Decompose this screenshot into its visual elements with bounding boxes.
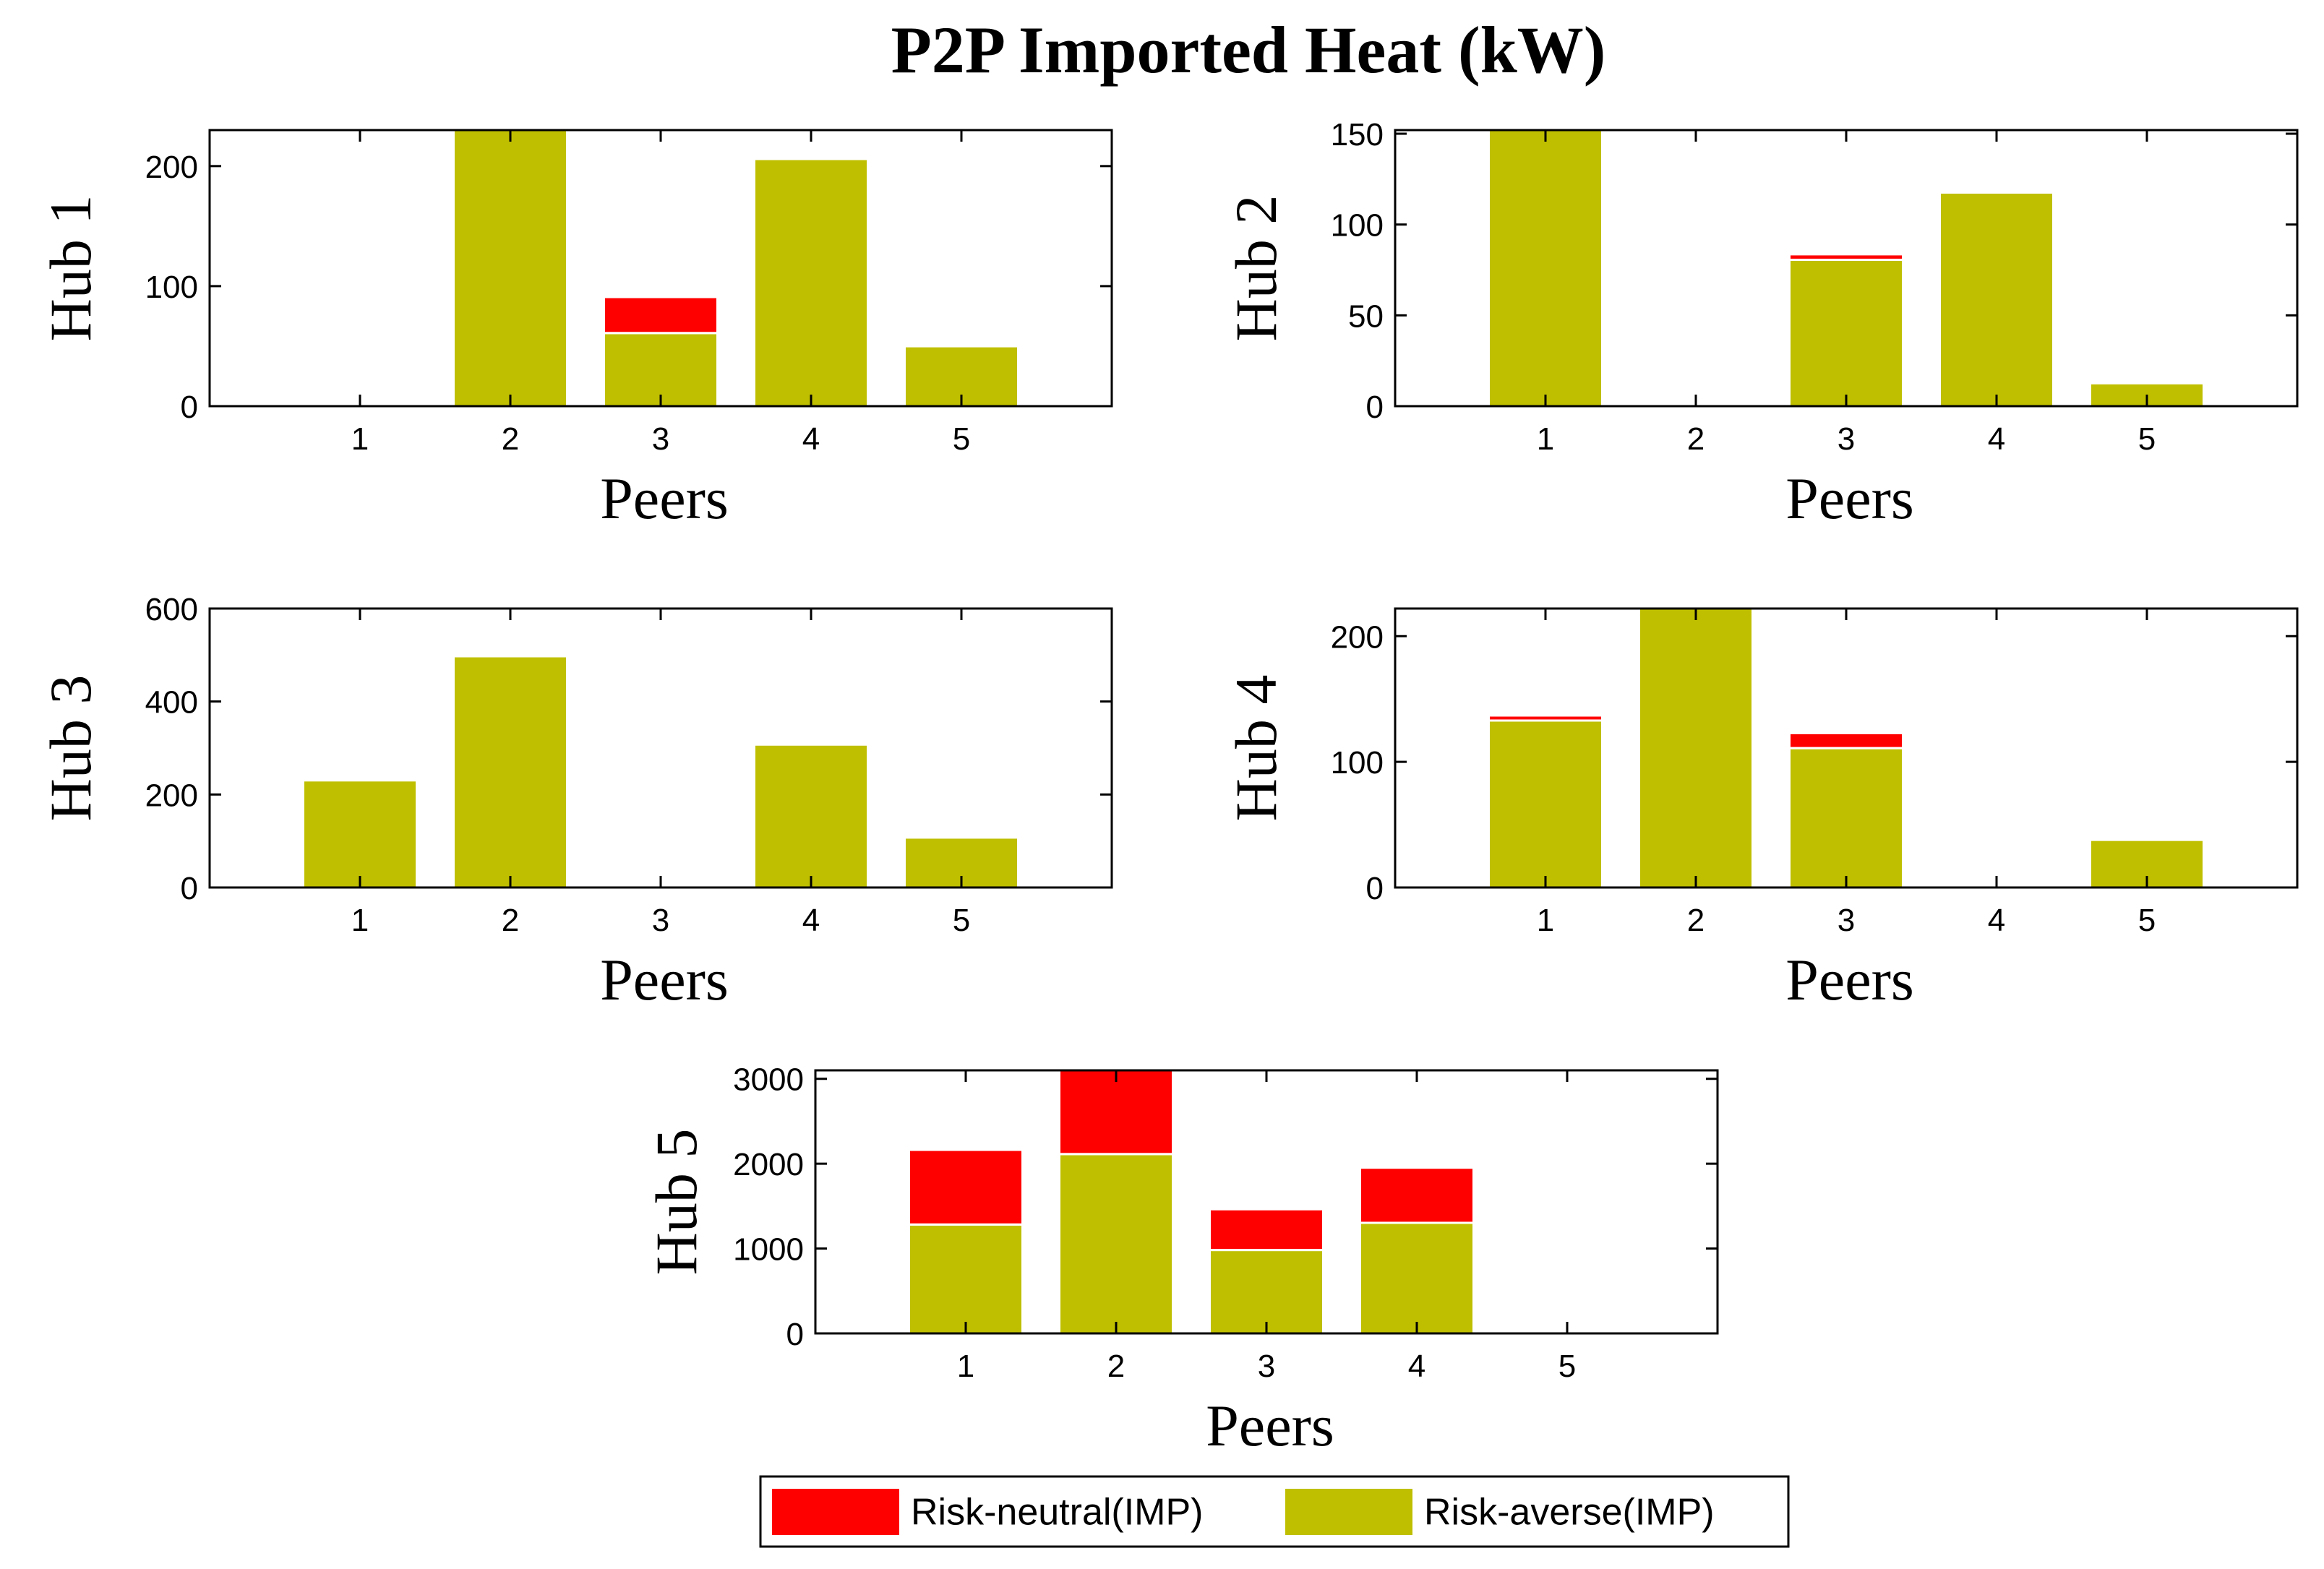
hub-5-bar-risk-neutral-peer-1 bbox=[910, 1151, 1021, 1224]
hub-1-xtick-label-5: 5 bbox=[953, 421, 970, 457]
hub-5-xtick-label-1: 1 bbox=[957, 1349, 974, 1384]
hub-4-bar-risk-averse-peer-1 bbox=[1490, 721, 1601, 887]
hub-3-ytick-label-600: 600 bbox=[145, 592, 198, 627]
hub-3-xtick-label-5: 5 bbox=[953, 903, 970, 938]
hub-1-bar-risk-averse-peer-3 bbox=[605, 334, 716, 406]
legend-swatch-risk-neutral bbox=[772, 1489, 899, 1535]
hub-3-subplot: 0 200 400 600 1 2 3 4 5 Peers Hub 3 bbox=[38, 592, 1113, 1013]
hub-5-xtick-label-3: 3 bbox=[1258, 1349, 1275, 1384]
hub-5-bar-risk-averse-peer-2 bbox=[1060, 1155, 1172, 1333]
hub-4-subplot: 0 100 200 1 2 3 4 5 Peers Hub 4 bbox=[1223, 607, 2299, 1013]
figure-title: P2P Imported Heat (kW) bbox=[891, 13, 1606, 87]
hub-4-ytick-label-200: 200 bbox=[1331, 619, 1384, 655]
hub-2-xtick-label-2: 2 bbox=[1687, 421, 1705, 457]
hub-3-xlabel: Peers bbox=[600, 947, 729, 1013]
hub-4-ytick-label-0: 0 bbox=[1366, 871, 1384, 906]
hub-3-bar-risk-averse-peer-4 bbox=[755, 745, 867, 887]
hub-2-bar-risk-averse-peer-4 bbox=[1941, 193, 2052, 406]
hub-4-ytick-label-100: 100 bbox=[1331, 745, 1384, 781]
hub-3-ytick-label-0: 0 bbox=[181, 871, 198, 906]
hub-5-ytick-label-1000: 1000 bbox=[733, 1232, 804, 1268]
hub-3-xtick-label-2: 2 bbox=[502, 903, 519, 938]
hub-4-xlabel: Peers bbox=[1785, 947, 1914, 1013]
hub-5-bar-risk-neutral-peer-2 bbox=[1060, 1070, 1172, 1153]
legend-label-risk-averse: Risk-averse(IMP) bbox=[1424, 1492, 1715, 1534]
hub-2-bar-risk-averse-peer-3 bbox=[1791, 260, 1902, 406]
hub-1-ytick-label-100: 100 bbox=[145, 270, 198, 305]
hub-5-bar-risk-averse-peer-4 bbox=[1361, 1224, 1472, 1333]
hub-4-bar-risk-neutral-peer-3 bbox=[1791, 734, 1902, 747]
hub-2-xtick-label-4: 4 bbox=[1988, 421, 2005, 457]
hub-4-bar-risk-averse-peer-2 bbox=[1640, 609, 1751, 887]
hub-3-xtick-label-4: 4 bbox=[802, 903, 820, 938]
hub-3-bar-risk-averse-peer-2 bbox=[455, 657, 566, 887]
hub-3-xtick-label-3: 3 bbox=[652, 903, 669, 938]
hub-2-subplot: 0 50 100 150 1 2 3 4 5 Peers Hub 2 bbox=[1223, 117, 2299, 531]
hub-4-xtick-label-2: 2 bbox=[1687, 903, 1705, 938]
hub-1-bar-risk-averse-peer-4 bbox=[755, 160, 867, 407]
hub-5-ylabel: Hub 5 bbox=[643, 1129, 709, 1276]
hub-3-ylabel: Hub 3 bbox=[38, 675, 103, 822]
hub-1-ytick-label-0: 0 bbox=[181, 390, 198, 425]
legend-label-risk-neutral: Risk-neutral(IMP) bbox=[911, 1492, 1204, 1534]
hub-4-xtick-label-4: 4 bbox=[1988, 903, 2005, 938]
hub-4-xtick-label-3: 3 bbox=[1838, 903, 1855, 938]
hub-4-bar-risk-neutral-peer-1 bbox=[1490, 716, 1601, 720]
hub-1-ytick-label-200: 200 bbox=[145, 150, 198, 185]
legend-box bbox=[759, 1475, 1790, 1548]
hub-4-xtick-label-1: 1 bbox=[1537, 903, 1554, 938]
hub-2-ylabel: Hub 2 bbox=[1223, 195, 1289, 342]
hub-5-bar-risk-neutral-peer-4 bbox=[1361, 1169, 1472, 1222]
hub-2-bar-risk-averse-peer-1 bbox=[1490, 130, 1601, 406]
hub-3-ytick-label-400: 400 bbox=[145, 685, 198, 721]
hub-5-xtick-label-2: 2 bbox=[1107, 1349, 1125, 1384]
hub-4-xtick-label-5: 5 bbox=[2138, 903, 2156, 938]
hub-4-bar-risk-averse-peer-3 bbox=[1791, 749, 1902, 887]
hub-5-bar-risk-neutral-peer-3 bbox=[1211, 1210, 1322, 1250]
hub-5-ytick-label-2000: 2000 bbox=[733, 1147, 804, 1182]
hub-5-xlabel: Peers bbox=[1206, 1393, 1334, 1458]
hub-2-ytick-label-50: 50 bbox=[1348, 298, 1384, 334]
hub-3-bar-risk-averse-peer-1 bbox=[304, 781, 416, 887]
legend-swatch-risk-averse bbox=[1285, 1489, 1412, 1535]
legend: Risk-neutral(IMP) Risk-averse(IMP) bbox=[759, 1475, 1790, 1548]
hub-5-xtick-label-5: 5 bbox=[1558, 1349, 1576, 1384]
hub-1-bar-risk-neutral-peer-3 bbox=[605, 298, 716, 332]
hub-3-ytick-label-200: 200 bbox=[145, 778, 198, 813]
hub-1-subplot: 0 100 200 1 2 3 4 5 Peers Hub 1 bbox=[38, 129, 1113, 531]
hub-5-subplot: 0 1000 2000 3000 1 2 3 4 5 Peers Hub 5 bbox=[643, 1062, 1719, 1458]
hub-1-xtick-label-2: 2 bbox=[502, 421, 519, 457]
hub-2-xtick-label-5: 5 bbox=[2138, 421, 2156, 457]
hub-2-ytick-label-100: 100 bbox=[1331, 208, 1384, 244]
hub-3-xtick-label-1: 1 bbox=[351, 903, 369, 938]
hub-1-xlabel: Peers bbox=[600, 465, 729, 531]
hub-5-xtick-label-4: 4 bbox=[1408, 1349, 1425, 1384]
hub-1-xtick-label-1: 1 bbox=[351, 421, 369, 457]
hub-1-bar-risk-averse-peer-2 bbox=[455, 130, 566, 406]
hub-1-xtick-label-4: 4 bbox=[802, 421, 820, 457]
hub-5-bar-risk-averse-peer-3 bbox=[1211, 1251, 1322, 1333]
hub-4-ylabel: Hub 4 bbox=[1223, 675, 1289, 822]
hub-2-bar-risk-neutral-peer-3 bbox=[1791, 255, 1902, 259]
hub-1-ylabel: Hub 1 bbox=[38, 195, 103, 342]
hub-5-ytick-label-0: 0 bbox=[786, 1317, 804, 1352]
hub-2-xtick-label-1: 1 bbox=[1537, 421, 1554, 457]
hub-5-bar-risk-averse-peer-1 bbox=[910, 1225, 1021, 1333]
hub-5-ytick-label-3000: 3000 bbox=[733, 1062, 804, 1098]
hub-2-xlabel: Peers bbox=[1785, 465, 1914, 531]
hub-2-xtick-label-3: 3 bbox=[1838, 421, 1855, 457]
hub-2-ytick-label-150: 150 bbox=[1331, 117, 1384, 152]
hub-1-xtick-label-3: 3 bbox=[652, 421, 669, 457]
hub-2-ytick-label-0: 0 bbox=[1366, 390, 1384, 425]
